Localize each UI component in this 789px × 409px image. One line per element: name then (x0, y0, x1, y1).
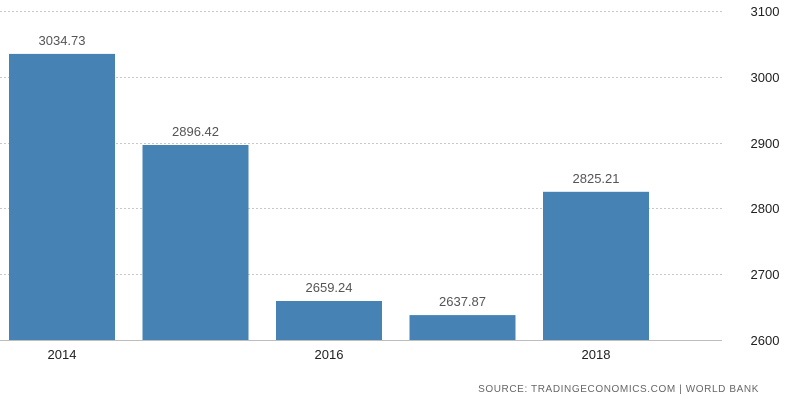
x-axis: 2014 2016 2018 (48, 347, 611, 362)
y-tick-label: 3000 (751, 70, 780, 85)
y-tick-label: 3100 (751, 4, 780, 19)
x-tick-label: 2016 (315, 347, 344, 362)
data-label: 2825.21 (573, 171, 620, 186)
data-label: 2637.87 (439, 294, 486, 309)
y-axis: 2600 2700 2800 2900 3000 3100 (751, 4, 780, 348)
bars (9, 53, 649, 341)
source-note: SOURCE: TRADINGECONOMICS.COM | WORLD BAN… (478, 384, 759, 395)
data-label: 3034.73 (39, 33, 86, 48)
bar-2017 (409, 315, 516, 340)
y-tick-label: 2800 (751, 201, 780, 216)
data-label: 2896.42 (172, 124, 219, 139)
bar-2015 (142, 145, 249, 340)
bar-2016 (276, 301, 382, 340)
x-tick-label: 2018 (582, 347, 611, 362)
data-label: 2659.24 (306, 280, 353, 295)
y-tick-label: 2900 (751, 136, 780, 151)
y-tick-label: 2600 (751, 333, 780, 348)
x-tick-label: 2014 (48, 347, 77, 362)
y-tick-label: 2700 (751, 267, 780, 282)
data-labels: 3034.73 2896.42 2659.24 2637.87 2825.21 (39, 33, 620, 309)
bar-2014 (9, 53, 115, 341)
bar-2018 (543, 191, 649, 340)
